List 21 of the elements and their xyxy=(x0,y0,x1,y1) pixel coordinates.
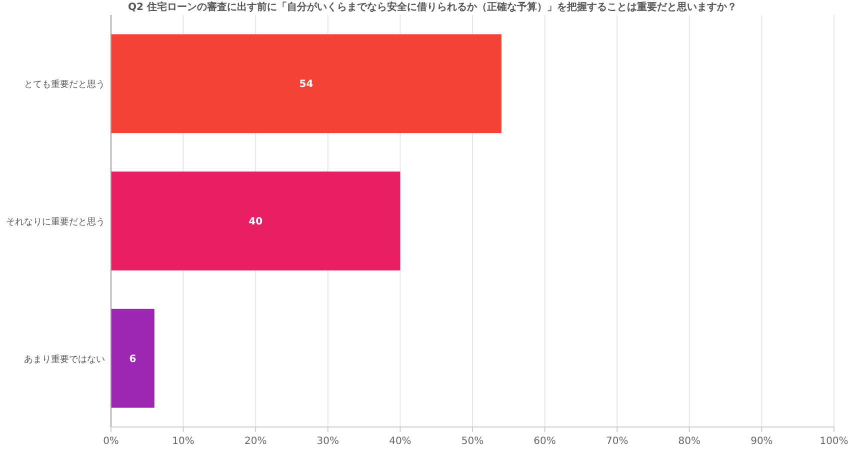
x-tick-label: 100% xyxy=(820,436,848,447)
chart-title: Q2 住宅ローンの審査に出す前に「自分がいくらまでなら安全に借りられるか（正確な予算）」を把握することは重要だと思いますか？ xyxy=(128,1,737,13)
x-tick-label: 80% xyxy=(678,436,701,447)
bar xyxy=(111,34,502,134)
x-tick-label: 60% xyxy=(534,436,556,447)
x-tick-label: 30% xyxy=(316,436,340,447)
x-tick-label: 40% xyxy=(389,436,412,447)
bar xyxy=(111,308,154,408)
y-tick-label: とても重要だと思う xyxy=(24,79,105,90)
y-tick-label: あまり重要ではない xyxy=(24,354,105,365)
x-tick-label: 20% xyxy=(244,436,267,447)
x-tick-label: 0% xyxy=(103,436,119,447)
x-tick-label: 70% xyxy=(606,436,628,447)
data-label: 54 xyxy=(299,79,314,90)
x-tick-label: 10% xyxy=(172,436,194,447)
y-tick-label: それなりに重要だと思う xyxy=(6,216,105,228)
x-tick-label: 50% xyxy=(461,436,484,447)
x-tick-label: 90% xyxy=(750,436,773,447)
data-label: 6 xyxy=(129,354,136,365)
bar xyxy=(111,172,400,270)
data-label: 40 xyxy=(248,216,263,228)
